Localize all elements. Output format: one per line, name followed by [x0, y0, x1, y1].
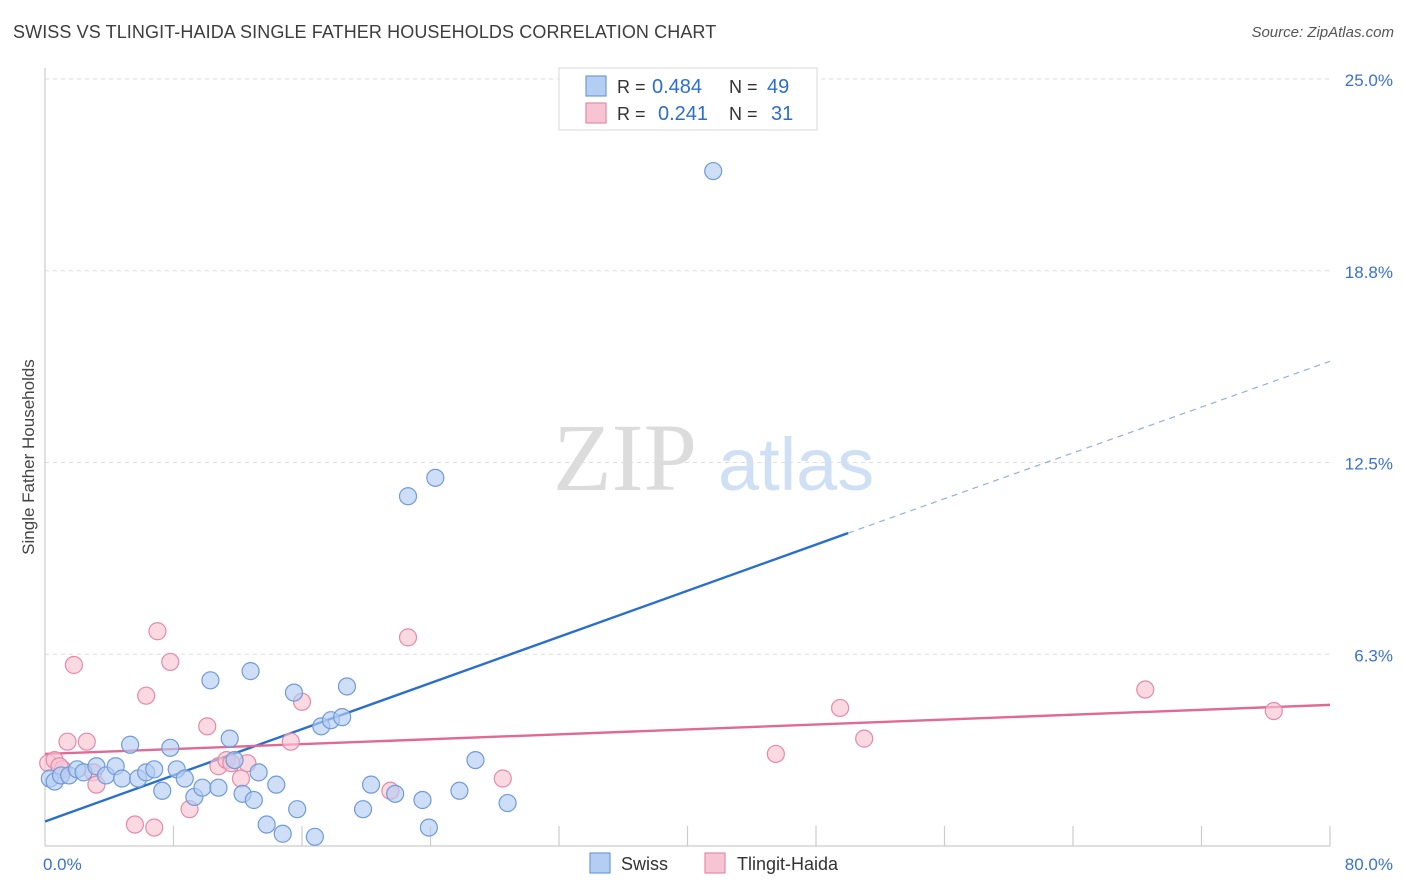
point-tlingit-haida — [1136, 680, 1155, 699]
point-tlingit-haida — [231, 769, 251, 788]
stats-r-label: R = — [617, 77, 646, 97]
legend-swatch-swiss — [589, 852, 611, 874]
point-swiss — [209, 778, 228, 797]
point-swiss — [704, 161, 723, 181]
point-swiss — [419, 818, 438, 837]
gridlines — [45, 78, 1330, 655]
point-swiss — [241, 662, 260, 681]
point-swiss — [273, 824, 292, 843]
y-tick-label: 6.3% — [1354, 646, 1393, 665]
x-tick-label: 0.0% — [43, 855, 82, 874]
legend-label-swiss: Swiss — [621, 854, 668, 874]
point-swiss — [257, 815, 276, 834]
stats-n-value-swiss: 49 — [767, 76, 789, 98]
y-tick-label: 12.5% — [1345, 455, 1393, 474]
point-swiss — [244, 790, 263, 810]
point-swiss — [225, 750, 244, 770]
point-tlingit-haida — [161, 652, 180, 672]
point-tlingit-haida — [281, 732, 300, 751]
point-tlingit-haida — [77, 732, 96, 751]
point-swiss — [288, 800, 307, 819]
point-swiss — [337, 677, 357, 696]
point-swiss — [426, 468, 445, 487]
point-tlingit-haida — [493, 769, 512, 788]
y-tick-label: 18.8% — [1345, 263, 1393, 282]
legend-swatch-tlingit — [704, 852, 726, 874]
y-axis-title: Single Father Households — [19, 359, 38, 555]
stats-swatch-tlingit — [585, 102, 607, 124]
point-swiss — [193, 778, 212, 797]
point-tlingit-haida — [145, 818, 164, 837]
point-swiss — [201, 671, 220, 690]
point-swiss — [305, 827, 324, 846]
point-tlingit-haida — [855, 729, 874, 748]
point-swiss — [353, 800, 373, 819]
point-tlingit-haida — [830, 698, 850, 718]
point-swiss — [112, 769, 132, 788]
point-swiss — [333, 708, 352, 727]
series-legend: Swiss Tlingit-Haida — [589, 852, 839, 874]
x-tick-label: 80.0% — [1345, 855, 1393, 874]
point-swiss — [450, 781, 469, 800]
point-swiss — [121, 735, 140, 754]
tick-labels: 25.0% 18.8% 12.5% 6.3% 0.0% 80.0% — [43, 71, 1393, 874]
point-swiss — [153, 781, 172, 800]
point-tlingit-haida — [1264, 701, 1283, 721]
trend-line-tlingit-haida — [44, 703, 1331, 756]
stats-swatch-swiss — [585, 75, 607, 97]
point-swiss — [145, 760, 164, 779]
axes — [44, 68, 1331, 847]
point-tlingit-haida — [125, 815, 145, 834]
point-tlingit-haida — [64, 655, 84, 675]
point-swiss — [267, 775, 286, 794]
point-swiss — [249, 763, 268, 782]
stats-n-label: N = — [729, 104, 758, 124]
stats-n-value-tlingit: 31 — [771, 103, 793, 125]
trend-line-swiss-extension — [847, 360, 1331, 534]
point-swiss — [498, 793, 517, 813]
point-swiss — [161, 738, 180, 757]
stats-n-label: N = — [729, 77, 758, 97]
watermark-zip: ZIP — [553, 404, 697, 511]
point-tlingit-haida — [766, 744, 785, 764]
point-swiss — [466, 750, 485, 770]
point-tlingit-haida — [198, 717, 217, 736]
stats-r-value-tlingit: 0.241 — [658, 103, 708, 125]
point-tlingit-haida — [137, 686, 156, 705]
stats-r-value-swiss: 0.484 — [652, 76, 702, 98]
point-tlingit-haida — [58, 732, 77, 751]
point-swiss — [413, 790, 432, 810]
point-swiss — [398, 487, 418, 506]
point-swiss — [175, 769, 194, 788]
point-tlingit-haida — [148, 622, 167, 641]
y-tick-label: 25.0% — [1345, 71, 1393, 90]
point-tlingit-haida — [398, 628, 418, 647]
point-swiss — [284, 683, 304, 702]
point-swiss — [386, 784, 405, 803]
point-swiss — [220, 729, 239, 748]
data-points — [39, 161, 1283, 846]
stats-legend: R = 0.484 N = 49 R = 0.241 N = 31 — [558, 67, 818, 131]
stats-r-label: R = — [617, 104, 646, 124]
point-swiss — [361, 775, 381, 794]
legend-label-tlingit: Tlingit-Haida — [737, 854, 839, 874]
chart-title: SWISS VS TLINGIT-HAIDA SINGLE FATHER HOU… — [13, 22, 717, 42]
source-credit: Source: ZipAtlas.com — [1251, 24, 1394, 41]
watermark-atlas: atlas — [718, 423, 874, 506]
trend-line-swiss — [44, 531, 849, 823]
